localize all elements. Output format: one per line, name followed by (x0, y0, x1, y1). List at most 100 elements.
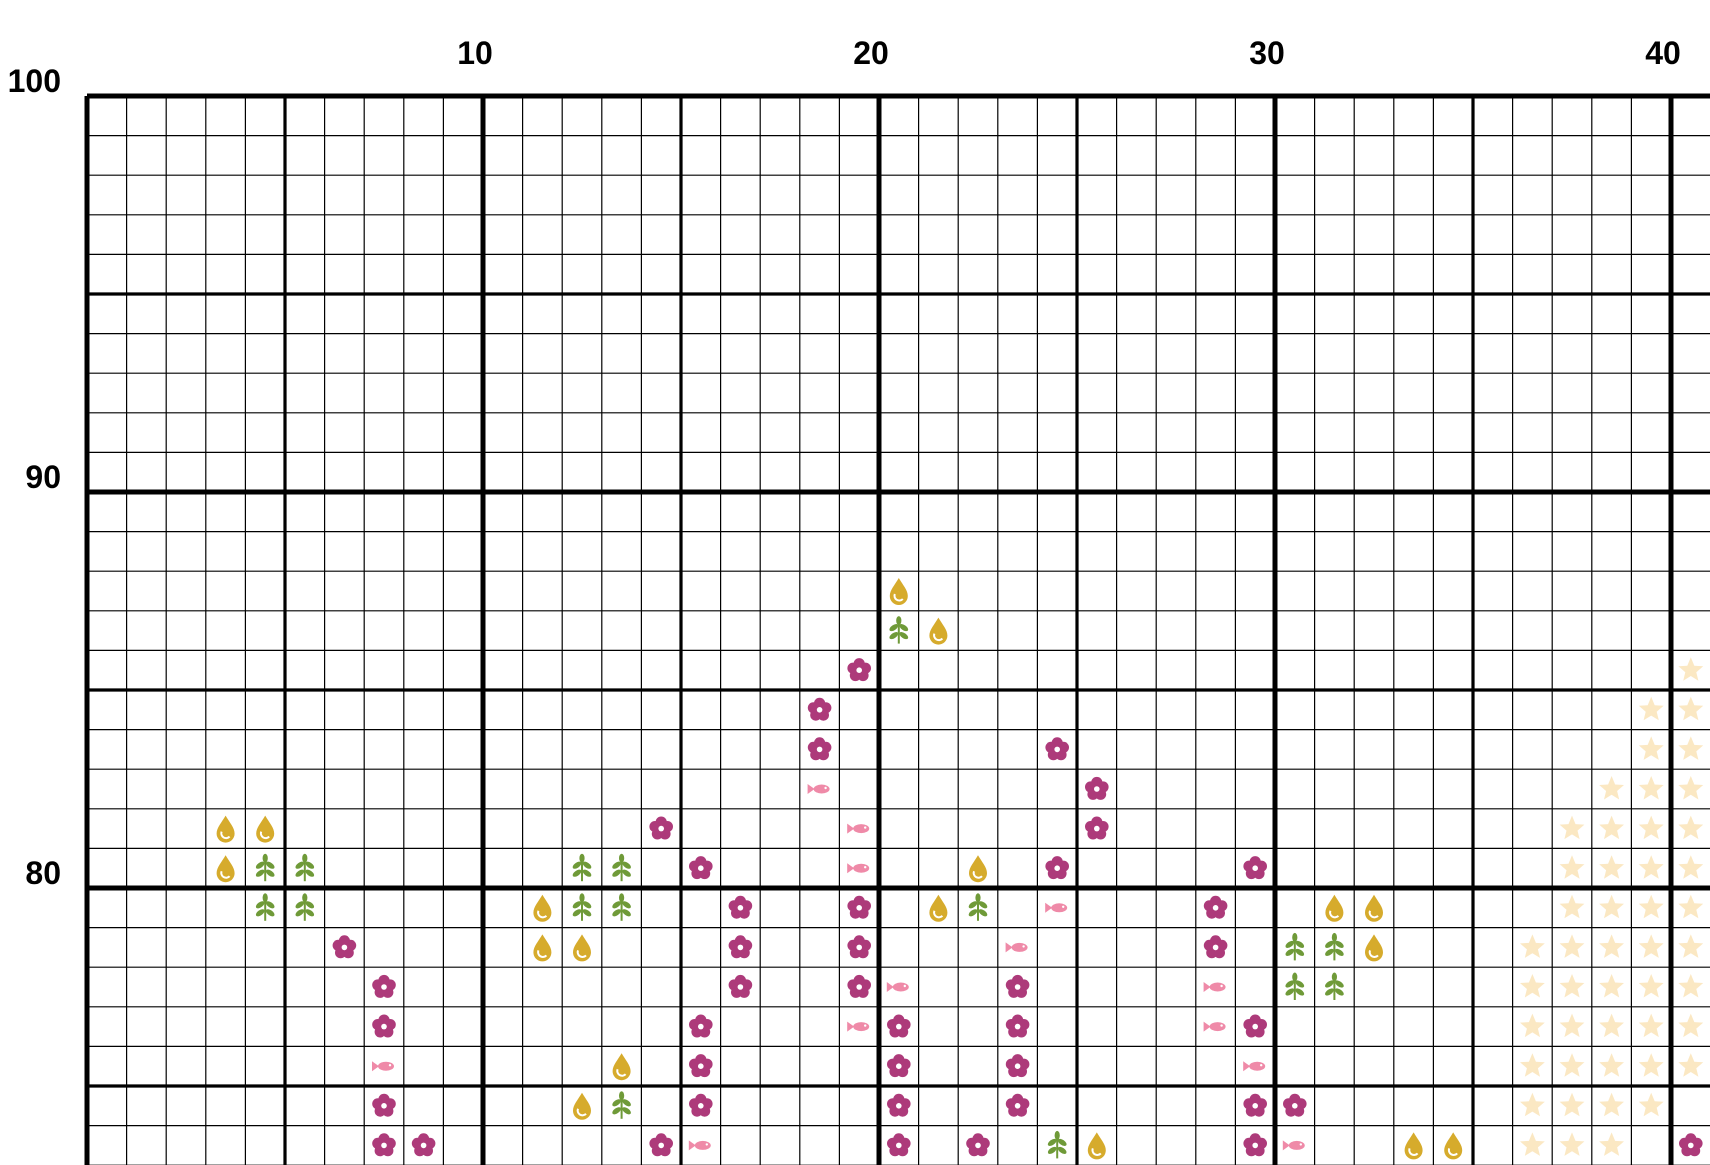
stitch-flower (1005, 1014, 1030, 1038)
stitch-drop (532, 933, 553, 963)
stitch-star (1559, 1053, 1585, 1077)
stitch-flower (1243, 1133, 1267, 1157)
stitch-flower (372, 1093, 396, 1117)
stitch-leaf (967, 893, 989, 921)
stitch-star (1559, 1132, 1585, 1156)
stitch-star (1559, 974, 1585, 998)
stitch-star (1559, 894, 1585, 919)
stitch-star (1678, 657, 1704, 681)
stitch-star (1638, 1092, 1664, 1117)
stitch-drop (532, 893, 553, 923)
stitch-fish (886, 982, 909, 992)
stitch-star (1520, 1092, 1545, 1117)
stitch-drop (1324, 893, 1345, 923)
stitch-leaf (294, 853, 316, 882)
stitch-star (1678, 776, 1704, 800)
stitch-leaf (888, 616, 910, 644)
stitch-fish (807, 784, 830, 794)
stitch-flower (807, 737, 832, 761)
stitch-star (1638, 974, 1664, 998)
stitch-star (1520, 1013, 1545, 1038)
stitch-star (1520, 1053, 1545, 1077)
stitch-leaf (1284, 972, 1306, 1000)
stitch-flower (1045, 856, 1069, 880)
stitch-leaf (254, 853, 276, 882)
stitch-flower (1679, 1133, 1703, 1157)
stitch-leaf (1323, 972, 1345, 1000)
stitch-star (1678, 855, 1704, 879)
stitch-leaf (571, 853, 593, 882)
stitch-flower (1203, 895, 1228, 919)
stitch-fish (372, 1061, 394, 1072)
stitch-drop (1403, 1131, 1424, 1161)
column-label: 30 (1249, 35, 1285, 71)
stitch-flower (1005, 1093, 1030, 1117)
stitch-flower (1005, 1054, 1030, 1078)
stitch-flower (887, 1054, 911, 1078)
stitch-fish (847, 1021, 870, 1032)
stitch-star (1638, 1053, 1664, 1077)
stitch-star (1520, 934, 1545, 958)
stitch-flower (649, 816, 673, 840)
stitch-star (1678, 974, 1704, 998)
stitch-fish (847, 863, 870, 874)
stitch-star (1599, 1132, 1624, 1156)
stitch-star (1638, 736, 1664, 760)
stitch-star (1559, 1092, 1585, 1117)
stitch-fish (1243, 1061, 1266, 1072)
stitch-flower (689, 856, 713, 880)
stitch-drop (968, 854, 988, 884)
stitch-star (1599, 776, 1624, 800)
stitch-flower (887, 1093, 911, 1117)
stitch-flower (649, 1133, 673, 1157)
stitch-flower (1243, 1093, 1267, 1117)
stitch-flower (728, 895, 753, 919)
stitch-star (1599, 894, 1624, 919)
stitch-star (1638, 934, 1664, 958)
stitch-drop (215, 854, 236, 884)
stitch-flower (1203, 935, 1228, 959)
stitch-leaf (1284, 932, 1306, 961)
stitch-star (1678, 934, 1704, 958)
stitch-leaf (611, 893, 633, 921)
stitch-drop (1364, 893, 1384, 923)
stitch-fish (1005, 942, 1028, 953)
stitch-star (1638, 1013, 1664, 1038)
stitch-flower (1005, 974, 1030, 998)
stitch-leaf (571, 893, 593, 921)
stitch-star (1520, 974, 1545, 998)
stitch-star (1678, 815, 1704, 840)
stitch-leaf (1046, 1130, 1068, 1159)
stitch-star (1638, 894, 1664, 919)
stitch-flower (689, 1093, 713, 1117)
stitch-star (1638, 696, 1664, 721)
stitches (215, 577, 1704, 1161)
stitch-flower (887, 1014, 911, 1038)
stitch-star (1678, 1053, 1704, 1077)
stitch-flower (807, 697, 832, 721)
row-label: 90 (25, 459, 61, 495)
stitch-flower (966, 1133, 990, 1157)
grid-labels: 10 20 30 40 100 90 80 (8, 35, 1681, 891)
stitch-star (1678, 894, 1704, 919)
stitch-star (1599, 934, 1624, 958)
column-label: 20 (853, 35, 889, 71)
stitch-flower (1283, 1093, 1307, 1117)
stitch-star (1559, 815, 1585, 840)
stitch-leaf (254, 893, 276, 921)
stitch-star (1559, 1013, 1585, 1038)
stitch-leaf (611, 853, 633, 882)
stitch-star (1678, 696, 1704, 721)
stitch-flower (847, 935, 871, 959)
stitch-flower (1243, 1014, 1267, 1038)
stitch-drop (928, 616, 949, 646)
stitch-drop (928, 893, 949, 923)
stitch-star (1520, 1132, 1545, 1156)
stitch-star (1599, 815, 1624, 840)
grid-lines (84, 93, 1710, 1165)
stitch-fish (1282, 1140, 1305, 1151)
stitch-drop (215, 814, 236, 844)
stitch-star (1599, 855, 1624, 879)
